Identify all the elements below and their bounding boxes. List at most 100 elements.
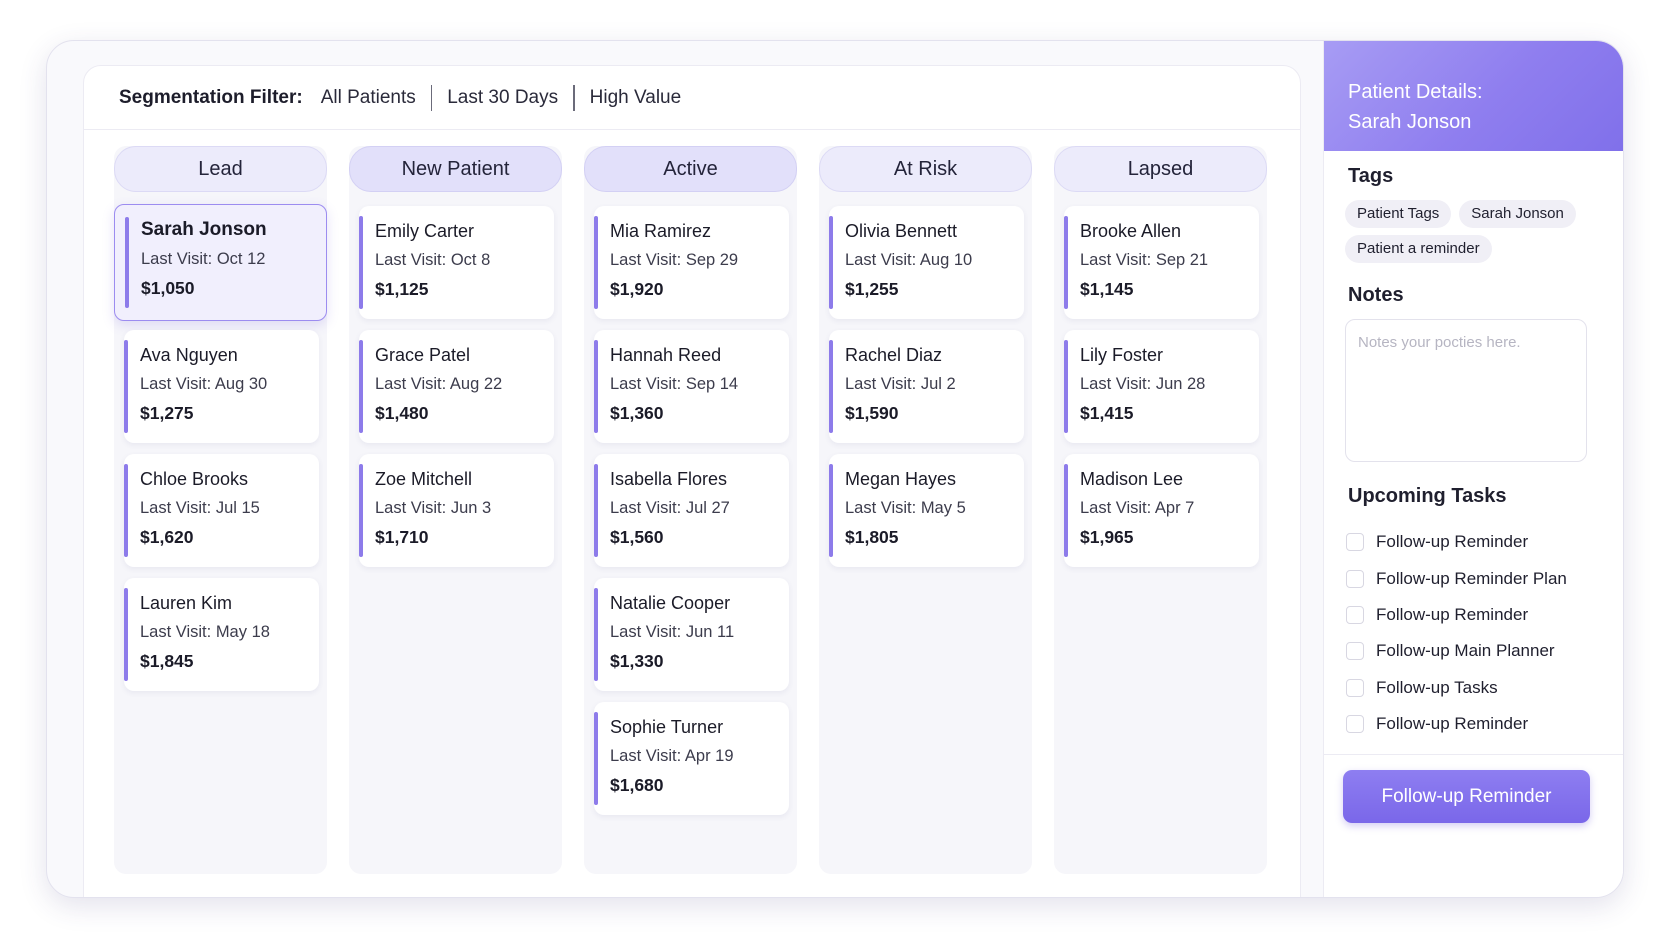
column-header-new-patient[interactable]: New Patient (349, 146, 562, 192)
tag-chip[interactable]: Patient a reminder (1345, 235, 1492, 263)
patient-card[interactable]: Megan Hayes Last Visit: May 5 $1,805 (829, 454, 1024, 567)
filter-divider (573, 84, 575, 111)
last-visit: Last Visit: Aug 22 (375, 375, 503, 393)
panel-header: Patient Details: Sarah Jonson (1324, 41, 1623, 151)
patient-name: Madison Lee (1080, 469, 1184, 489)
patient-card[interactable]: Olivia Bennett Last Visit: Aug 10 $1,255 (829, 206, 1024, 319)
patient-card[interactable]: Lily Foster Last Visit: Jun 28 $1,415 (1064, 330, 1259, 443)
column-header-at-risk[interactable]: At Risk (819, 146, 1032, 192)
last-visit: Last Visit: Oct 8 (375, 251, 491, 269)
tag-chip[interactable]: Patient Tags (1345, 200, 1452, 228)
patient-value: $1,845 (140, 651, 194, 671)
upcoming-tasks-list: Follow-up Reminder Follow-up Reminder Pla… (1346, 524, 1567, 742)
last-visit: Last Visit: Aug 30 (140, 375, 268, 393)
patient-value: $1,145 (1080, 279, 1134, 299)
last-visit: Last Visit: Oct 12 (141, 250, 266, 268)
task-label: Follow-up Reminder (1376, 714, 1529, 734)
patient-name: Sophie Turner (610, 717, 724, 737)
pipeline-columns: Lead Sarah Jonson Last Visit: Oct 12 $1,050… (114, 146, 1267, 874)
patient-card[interactable]: Isabella Flores Last Visit: Jul 27 $1,560 (594, 454, 789, 567)
last-visit: Last Visit: Jul 27 (610, 499, 730, 517)
task-item[interactable]: Follow-up Main Planner (1346, 633, 1567, 669)
patient-name: Olivia Bennett (845, 221, 958, 241)
last-visit: Last Visit: Jun 3 (375, 499, 492, 517)
task-item[interactable]: Follow-up Reminder Plan (1346, 560, 1567, 596)
filter-option-high-value[interactable]: High Value (589, 86, 682, 108)
task-item[interactable]: Follow-up Tasks (1346, 670, 1567, 706)
patient-value: $1,560 (610, 527, 664, 547)
last-visit: Last Visit: Sep 14 (610, 375, 739, 393)
patient-card[interactable]: Sophie Turner Last Visit: Apr 19 $1,680 (594, 702, 789, 815)
follow-up-reminder-button[interactable]: Follow-up Reminder (1343, 770, 1590, 823)
task-checkbox[interactable] (1346, 642, 1364, 661)
column-header-lapsed[interactable]: Lapsed (1054, 146, 1267, 192)
last-visit: Last Visit: Sep 21 (1080, 251, 1209, 269)
patient-value: $1,965 (1080, 527, 1134, 547)
patient-value: $1,480 (375, 403, 429, 423)
panel-title: Patient Details: (1348, 81, 1483, 103)
column-at-risk: At Risk Olivia Bennett Last Visit: Aug 10 $… (819, 146, 1032, 874)
task-checkbox[interactable] (1346, 533, 1364, 552)
patient-card[interactable]: Natalie Cooper Last Visit: Jun 11 $1,330 (594, 578, 789, 691)
patient-card[interactable]: Grace Patel Last Visit: Aug 22 $1,480 (359, 330, 554, 443)
task-checkbox[interactable] (1346, 605, 1364, 624)
patient-value: $1,920 (610, 279, 664, 299)
task-label: Follow-up Reminder Plan (1376, 568, 1567, 588)
column-header-lead[interactable]: Lead (114, 146, 327, 192)
patient-card[interactable]: Hannah Reed Last Visit: Sep 14 $1,360 (594, 330, 789, 443)
task-checkbox[interactable] (1346, 715, 1364, 734)
patient-value: $1,805 (845, 527, 899, 547)
patient-name: Lauren Kim (140, 593, 233, 613)
last-visit: Last Visit: Apr 19 (610, 747, 734, 765)
pipeline-board: Segmentation Filter: All Patients Last 3… (83, 65, 1301, 897)
panel-patient-name: Sarah Jonson (1348, 111, 1472, 133)
last-visit: Last Visit: Jul 15 (140, 499, 260, 517)
column-cards: Emily Carter Last Visit: Oct 8 $1,125 Grace… (359, 206, 554, 578)
filter-option-last-30-days[interactable]: Last 30 Days (447, 86, 559, 108)
last-visit: Last Visit: Jun 11 (610, 623, 735, 641)
patient-value: $1,255 (845, 279, 899, 299)
patient-name: Lily Foster (1080, 345, 1164, 365)
tag-chip[interactable]: Sarah Jonson (1459, 200, 1576, 228)
patient-card[interactable]: Chloe Brooks Last Visit: Jul 15 $1,620 (124, 454, 319, 567)
task-item[interactable]: Follow-up Reminder (1346, 597, 1567, 633)
task-label: Follow-up Reminder (1376, 532, 1529, 552)
patient-name: Mia Ramirez (610, 221, 712, 241)
patient-card[interactable]: Rachel Diaz Last Visit: Jul 2 $1,590 (829, 330, 1024, 443)
filter-divider (430, 84, 433, 111)
patient-card[interactable]: Sarah Jonson Last Visit: Oct 12 $1,050 (114, 204, 327, 321)
patient-value: $1,050 (141, 278, 195, 298)
patient-name: Rachel Diaz (845, 345, 943, 365)
patient-card[interactable]: Madison Lee Last Visit: Apr 7 $1,965 (1064, 454, 1259, 567)
patient-name: Chloe Brooks (140, 469, 249, 489)
last-visit: Last Visit: Aug 10 (845, 251, 973, 269)
task-checkbox[interactable] (1346, 678, 1364, 697)
patient-name: Megan Hayes (845, 469, 957, 489)
patient-card[interactable]: Zoe Mitchell Last Visit: Jun 3 $1,710 (359, 454, 554, 567)
patient-name: Zoe Mitchell (375, 469, 473, 489)
task-checkbox[interactable] (1346, 569, 1364, 588)
patient-card[interactable]: Brooke Allen Last Visit: Sep 21 $1,145 (1064, 206, 1259, 319)
notes-input[interactable] (1345, 319, 1587, 462)
patient-value: $1,590 (845, 403, 899, 423)
patient-details-panel: Patient Details: Sarah Jonson Tags Patie… (1323, 41, 1623, 897)
column-new-patient: New Patient Emily Carter Last Visit: Oct 8… (349, 146, 562, 874)
patient-card[interactable]: Mia Ramirez Last Visit: Sep 29 $1,920 (594, 206, 789, 319)
task-label: Follow-up Reminder (1376, 604, 1529, 624)
patient-value: $1,125 (375, 279, 429, 299)
patient-card[interactable]: Ava Nguyen Last Visit: Aug 30 $1,275 (124, 330, 319, 443)
patient-name: Isabella Flores (610, 469, 728, 489)
task-item[interactable]: Follow-up Reminder (1346, 524, 1567, 560)
column-cards: Sarah Jonson Last Visit: Oct 12 $1,050 Ava … (114, 204, 327, 702)
task-label: Follow-up Main Planner (1376, 641, 1555, 661)
upcoming-tasks-heading: Upcoming Tasks (1348, 485, 1507, 507)
task-item[interactable]: Follow-up Reminder (1346, 706, 1567, 742)
patient-name: Brooke Allen (1080, 221, 1182, 241)
column-header-active[interactable]: Active (584, 146, 797, 192)
patient-card[interactable]: Lauren Kim Last Visit: May 18 $1,845 (124, 578, 319, 691)
filter-option-all-patients[interactable]: All Patients (320, 86, 416, 108)
patient-value: $1,415 (1080, 403, 1134, 423)
patient-value: $1,360 (610, 403, 664, 423)
filter-label: Segmentation Filter: (119, 86, 303, 108)
patient-card[interactable]: Emily Carter Last Visit: Oct 8 $1,125 (359, 206, 554, 319)
